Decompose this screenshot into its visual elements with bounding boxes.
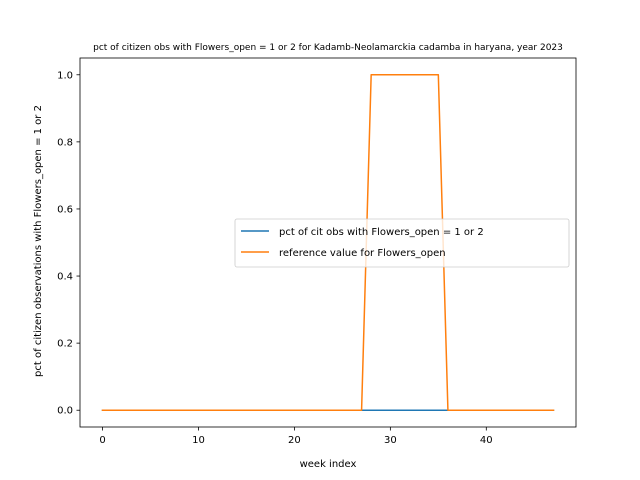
y-tick-label: 0.4 bbox=[57, 272, 73, 283]
y-tick-label: 0.8 bbox=[57, 137, 73, 148]
axes-frame bbox=[79, 57, 577, 428]
y-axis-label: pct of citizen observations with Flowers… bbox=[33, 105, 44, 377]
x-tick-label: 10 bbox=[192, 435, 205, 446]
x-axis-label: week index bbox=[300, 459, 357, 470]
x-tick-label: 20 bbox=[288, 435, 301, 446]
y-tick-label: 1.0 bbox=[57, 70, 73, 81]
x-tick-label: 40 bbox=[480, 435, 493, 446]
plot-area bbox=[79, 57, 577, 428]
y-tick-label: 0.6 bbox=[57, 204, 73, 215]
legend-label-2: reference value for Flowers_open bbox=[279, 248, 446, 259]
legend-label-1: pct of cit obs with Flowers_open = 1 or … bbox=[279, 227, 484, 238]
legend-box bbox=[234, 218, 570, 268]
chart-title: pct of citizen obs with Flowers_open = 1… bbox=[93, 43, 563, 53]
x-tick-label: 30 bbox=[384, 435, 397, 446]
y-tick-label: 0.2 bbox=[57, 339, 73, 350]
y-tick-label: 0.0 bbox=[57, 406, 73, 417]
legend: pct of cit obs with Flowers_open = 1 or … bbox=[234, 218, 570, 268]
y-axis: 0.0 0.2 0.4 0.6 0.8 1.0 bbox=[57, 70, 80, 417]
x-axis: 0 10 20 30 40 bbox=[99, 427, 493, 446]
x-tick-label: 0 bbox=[99, 435, 105, 446]
series-line-2 bbox=[101, 74, 555, 411]
